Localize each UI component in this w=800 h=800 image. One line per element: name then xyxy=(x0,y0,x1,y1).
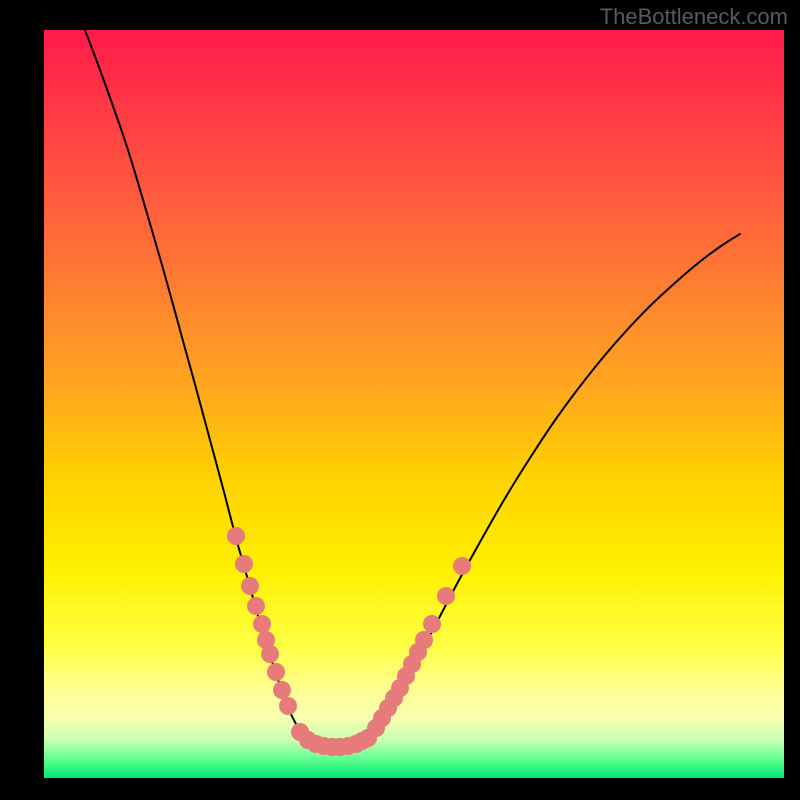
data-marker xyxy=(437,587,455,605)
data-marker xyxy=(423,615,441,633)
bottleneck-curve xyxy=(72,0,740,747)
data-marker xyxy=(261,645,279,663)
data-marker xyxy=(241,577,259,595)
data-marker xyxy=(227,527,245,545)
data-marker xyxy=(267,663,285,681)
watermark-text: TheBottleneck.com xyxy=(600,4,788,30)
data-marker xyxy=(253,615,271,633)
data-marker xyxy=(453,557,471,575)
data-markers xyxy=(227,527,471,756)
data-marker xyxy=(415,631,433,649)
plot-area xyxy=(44,30,784,778)
data-marker xyxy=(247,597,265,615)
data-marker xyxy=(235,555,253,573)
data-marker xyxy=(279,697,297,715)
data-marker xyxy=(273,681,291,699)
chart-overlay xyxy=(44,30,784,778)
